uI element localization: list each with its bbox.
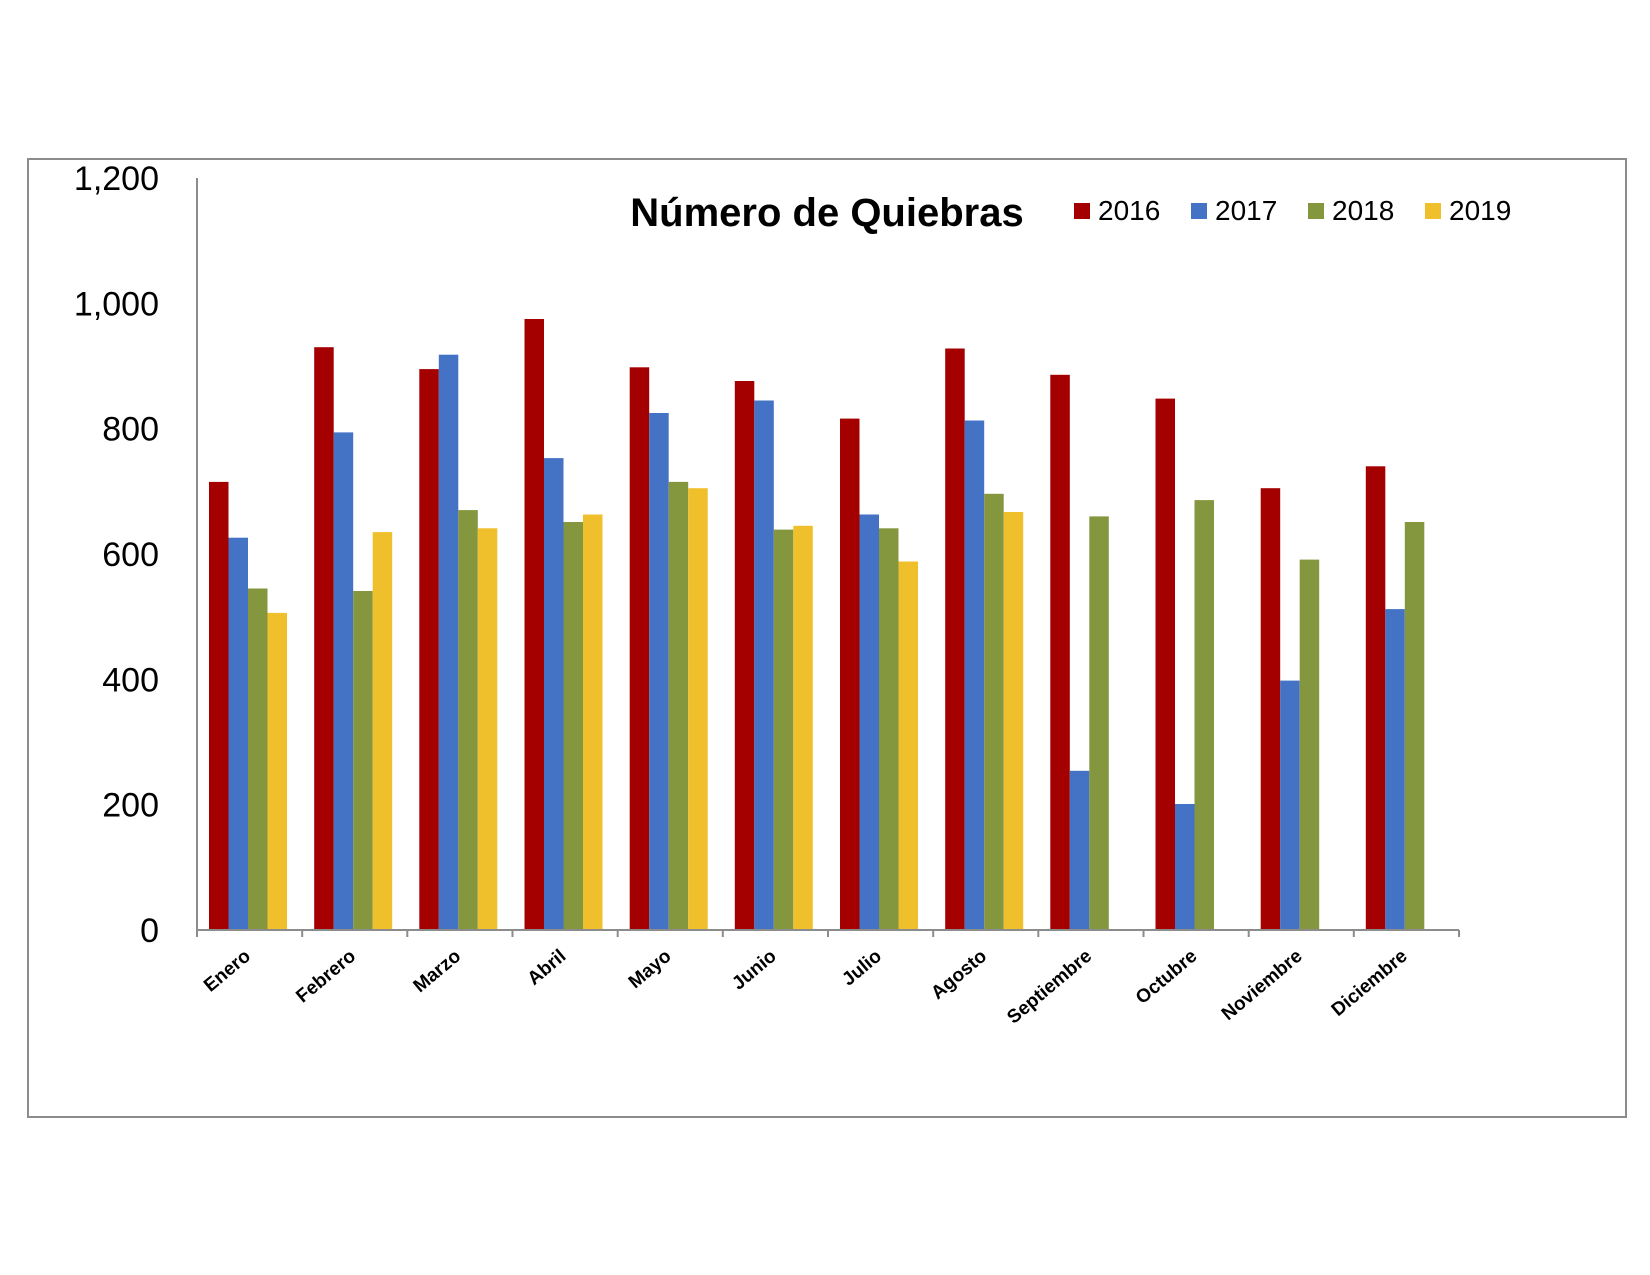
x-category-label: Abril: [524, 946, 571, 990]
bar-2017-junio: [754, 400, 774, 930]
bar-2018-enero: [248, 588, 268, 930]
bar-2019-febrero: [372, 532, 393, 930]
bar-2018-abril: [563, 522, 583, 930]
x-category-labels: Enero Febrero Marzo Abril Mayo Junio Julio Agos…: [200, 946, 1412, 1029]
x-category-label: Noviembre: [1218, 946, 1307, 1025]
bar-2016-marzo: [419, 369, 439, 931]
chart-title: Número de Quiebras: [630, 191, 1023, 235]
bar-2019-abril: [583, 514, 603, 930]
bar-2016-enero: [209, 481, 229, 930]
bar-2019-enero: [267, 612, 287, 930]
x-category-label: Marzo: [410, 946, 466, 997]
bar-2019-marzo: [477, 528, 498, 930]
legend-swatch-2018: [1308, 203, 1324, 219]
bar-2016-mayo: [629, 367, 650, 930]
bar-2018-septiembre: [1089, 516, 1109, 930]
bar-2017-febrero: [333, 432, 354, 930]
x-category-label: Septiembre: [1003, 946, 1096, 1029]
bar-2019-junio: [793, 525, 813, 930]
bar-2018-diciembre: [1404, 522, 1425, 930]
chart-frame: 0 200 400 600 800 1,000 1,200 Enero Febrero Marz…: [27, 158, 1627, 1118]
x-category-label: Mayo: [625, 946, 676, 993]
x-category-label: Diciembre: [1328, 946, 1412, 1021]
y-tick-label: 1,000: [74, 285, 159, 323]
legend: 2016 2017 2018 2019: [1074, 195, 1511, 226]
bar-2017-abril: [544, 458, 564, 930]
bar-2016-julio: [840, 418, 860, 930]
bar-2016-septiembre: [1050, 374, 1070, 930]
bar-2018-junio: [773, 529, 794, 930]
bar-2017-mayo: [649, 413, 669, 930]
y-tick-labels: 0 200 400 600 800 1,000 1,200: [74, 160, 159, 950]
bar-2018-octubre: [1194, 500, 1214, 930]
bar-2019-mayo: [688, 488, 708, 930]
bar-2017-marzo: [438, 354, 459, 930]
legend-label-2016: 2016: [1098, 195, 1160, 226]
x-category-label: Julio: [838, 946, 885, 991]
legend-swatch-2016: [1074, 203, 1090, 219]
axes-layer: [196, 178, 1460, 937]
legend-label-2019: 2019: [1449, 195, 1511, 226]
bar-2017-agosto: [964, 420, 985, 930]
bar-2019-agosto: [1003, 512, 1024, 930]
bar-2016-noviembre: [1260, 488, 1281, 930]
bar-2019-julio: [898, 561, 918, 930]
legend-swatch-2017: [1191, 203, 1207, 219]
bar-2017-septiembre: [1069, 770, 1090, 930]
y-tick-label: 800: [102, 411, 159, 449]
x-category-label: Agosto: [927, 946, 991, 1004]
bar-2018-marzo: [458, 510, 478, 930]
x-category-label: Junio: [728, 946, 780, 995]
legend-swatch-2019: [1425, 203, 1441, 219]
y-tick-label: 1,200: [74, 160, 159, 198]
bar-chart: 0 200 400 600 800 1,000 1,200 Enero Febrero Marz…: [74, 160, 1511, 1029]
bar-2018-mayo: [668, 481, 689, 930]
bar-2017-octubre: [1175, 804, 1195, 930]
bar-2016-junio: [734, 381, 755, 930]
bar-2018-julio: [879, 528, 899, 930]
bar-2016-abril: [524, 319, 544, 930]
bar-2016-octubre: [1155, 398, 1175, 931]
x-category-label: Enero: [200, 946, 255, 997]
bar-2017-julio: [859, 514, 879, 930]
bar-2018-febrero: [353, 591, 373, 930]
y-tick-label: 600: [102, 536, 159, 574]
bar-2017-diciembre: [1385, 609, 1405, 930]
y-tick-label: 400: [102, 661, 159, 699]
bar-2017-noviembre: [1280, 680, 1300, 930]
bar-2016-agosto: [945, 348, 965, 930]
bar-2016-febrero: [314, 347, 334, 930]
bar-2018-agosto: [984, 493, 1004, 930]
bar-2016-diciembre: [1365, 466, 1386, 930]
bar-2017-enero: [228, 537, 248, 930]
legend-label-2017: 2017: [1215, 195, 1277, 226]
x-category-label: Febrero: [292, 946, 360, 1008]
bars-layer: [209, 319, 1425, 931]
y-tick-label: 200: [102, 787, 159, 825]
bar-2018-noviembre: [1299, 559, 1320, 930]
x-category-label: Octubre: [1132, 946, 1201, 1009]
legend-label-2018: 2018: [1332, 195, 1394, 226]
y-tick-label: 0: [140, 912, 159, 950]
